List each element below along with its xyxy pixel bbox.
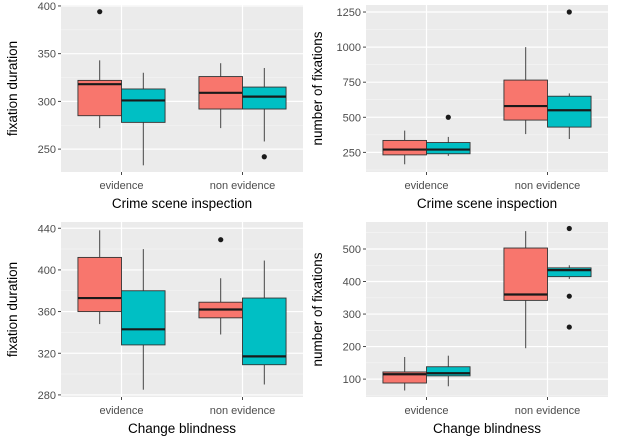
box-iqr: [382, 139, 427, 156]
y-tick-label: 1000: [337, 42, 361, 54]
box-non-evidence-series-1: [198, 63, 243, 129]
y-axis-title: number of fixations: [310, 252, 325, 366]
panel-3: 280 320 360 400 440 evidence non evidence Chang…: [5, 222, 303, 436]
box-iqr: [77, 256, 122, 313]
outlier-point: [566, 225, 572, 232]
box-non-evidence-series-1: [503, 47, 548, 135]
y-tick-label: 300: [38, 96, 56, 108]
box-iqr: [426, 142, 471, 155]
y-tick-label: 360: [38, 307, 56, 319]
box-non-evidence-series-2: [242, 260, 287, 385]
box-iqr: [121, 88, 166, 123]
box-iqr: [547, 267, 592, 278]
y-tick-label: 440: [38, 223, 56, 235]
x-tick-label: non evidence: [515, 405, 580, 417]
x-tick-label: evidence: [99, 180, 143, 192]
outlier-point: [566, 9, 572, 15]
box-evidence-series-2: [426, 114, 471, 156]
x-tick-label: non evidence: [210, 180, 275, 192]
y-tick-label: 200: [343, 342, 361, 354]
y-tick-label: 400: [343, 277, 361, 289]
box-iqr: [382, 371, 427, 384]
box-iqr: [503, 79, 548, 121]
y-tick-label: 1250: [337, 7, 361, 19]
x-tick-label: non evidence: [515, 180, 580, 192]
y-tick-label: 500: [343, 112, 361, 124]
box-iqr: [121, 290, 166, 346]
box-non-evidence-series-2: [242, 67, 287, 160]
panel-4: 100 200 300 400 500 evidence non evidence Chang…: [310, 222, 608, 436]
box-non-evidence-series-2: [547, 9, 592, 140]
x-tick-label: evidence: [404, 180, 448, 192]
y-tick-label: 500: [343, 244, 361, 256]
outlier-point: [218, 237, 224, 243]
outlier-point: [97, 9, 103, 15]
panel-1: 250 300 350 400 evidence non evidence Crime sc…: [5, 1, 303, 211]
x-tick-label: evidence: [404, 405, 448, 417]
box-non-evidence-series-1: [503, 231, 548, 349]
x-axis-title: Crime scene inspection: [417, 196, 557, 211]
box-iqr: [547, 95, 592, 128]
y-tick-label: 320: [38, 348, 56, 360]
box-iqr: [242, 86, 287, 110]
box-evidence-series-2: [426, 355, 471, 387]
x-axis-title: Change blindness: [128, 421, 236, 436]
y-tick-label: 100: [343, 374, 361, 386]
panel-2: 250 500 750 1000 1250 evidence non evidence Cri…: [310, 5, 608, 211]
box-iqr: [426, 366, 471, 377]
box-non-evidence-series-2: [547, 225, 592, 330]
outlier-point: [566, 324, 572, 330]
outlier-point: [445, 114, 451, 120]
y-axis-title: fixation duration: [5, 41, 20, 136]
y-tick-label: 400: [38, 1, 56, 13]
y-axis-title: fixation duration: [5, 262, 20, 357]
x-tick-label: non evidence: [210, 405, 275, 417]
box-iqr: [503, 247, 548, 301]
plot-background: [366, 222, 608, 397]
box-evidence-series-2: [121, 72, 166, 166]
box-non-evidence-series-1: [198, 237, 243, 335]
box-evidence-series-1: [77, 230, 122, 325]
x-axis-title: Crime scene inspection: [112, 196, 252, 211]
y-axis-title: number of fixations: [310, 31, 325, 145]
box-evidence-series-2: [121, 249, 166, 390]
y-tick-label: 400: [38, 265, 56, 277]
y-tick-label: 250: [343, 147, 361, 159]
y-tick-label: 350: [38, 49, 56, 61]
outlier-point: [566, 293, 572, 299]
y-tick-label: 750: [343, 77, 361, 89]
box-evidence-series-1: [382, 130, 427, 165]
x-tick-label: evidence: [99, 405, 143, 417]
y-tick-label: 300: [343, 309, 361, 321]
x-axis-title: Change blindness: [433, 421, 541, 436]
y-tick-label: 280: [38, 390, 56, 402]
box-iqr: [242, 297, 287, 366]
box-iqr: [77, 79, 122, 117]
y-tick-label: 250: [38, 144, 56, 156]
outlier-point: [261, 154, 267, 160]
box-evidence-series-1: [382, 356, 427, 391]
